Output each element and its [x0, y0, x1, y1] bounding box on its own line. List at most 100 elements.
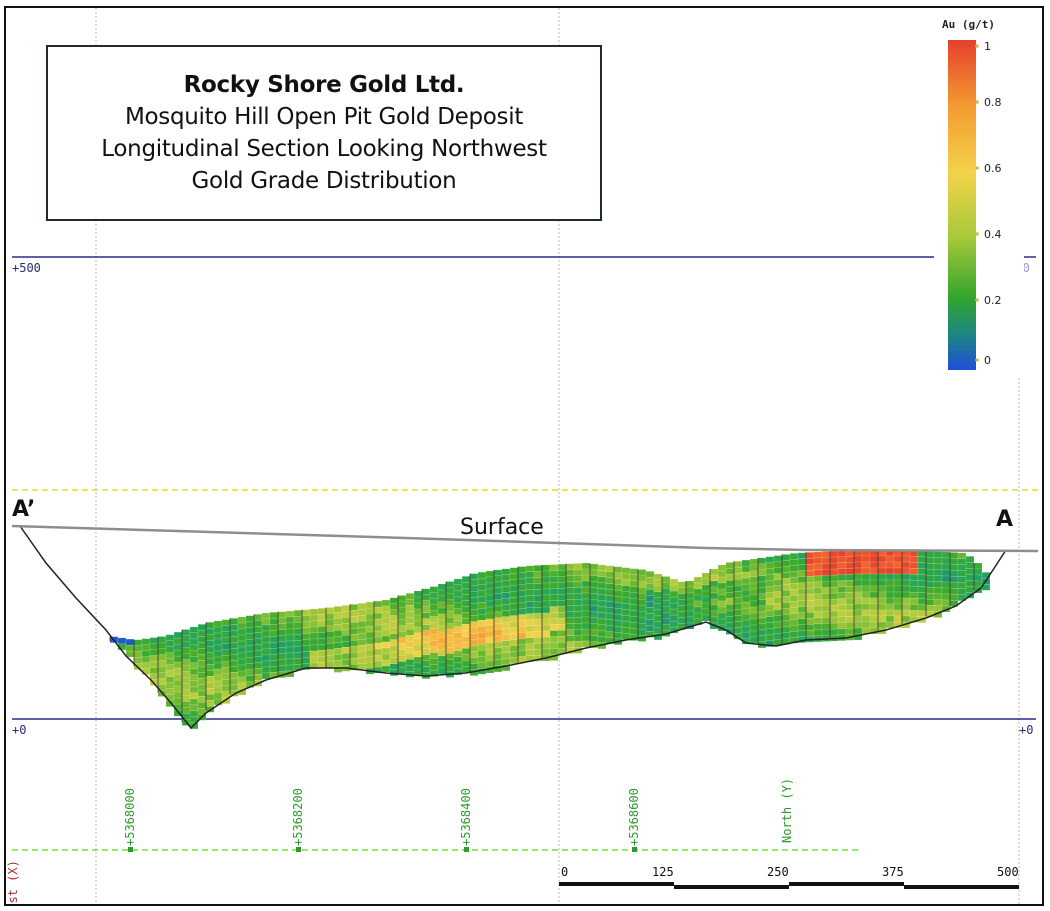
grade-block: [373, 660, 383, 668]
grade-block: [477, 578, 487, 585]
grade-block: [413, 590, 423, 598]
grade-block: [341, 647, 351, 654]
grade-block: [925, 569, 935, 576]
grade-block: [541, 642, 551, 650]
grade-block: [429, 616, 439, 623]
grade-block: [669, 578, 679, 586]
grade-block: [349, 622, 359, 629]
grade-block: [405, 599, 415, 606]
grade-block: [205, 628, 215, 635]
grade-block: [333, 612, 343, 619]
grade-block: [429, 592, 439, 599]
grade-block: [413, 626, 423, 634]
grade-block: [813, 557, 823, 565]
grade-block: [405, 605, 415, 612]
grade-block: [213, 626, 223, 634]
grade-block: [765, 622, 775, 629]
grade-block: [405, 617, 415, 624]
grade-block: [917, 556, 927, 563]
grade-block: [389, 633, 399, 640]
grade-block: [221, 661, 231, 668]
grade-block: [405, 641, 415, 648]
grade-block: [621, 573, 631, 580]
grade-block: [821, 593, 831, 600]
grade-block: [685, 598, 695, 606]
grade-block: [861, 561, 871, 569]
scale-bar-label: 0: [561, 865, 568, 879]
grade-block: [517, 566, 527, 573]
grade-block: [453, 644, 463, 652]
grade-block: [829, 592, 839, 600]
grade-block: [773, 633, 783, 640]
grade-block: [357, 609, 367, 616]
grade-block: [765, 628, 775, 635]
grade-block: [549, 630, 559, 637]
surface-label: Surface: [460, 515, 544, 540]
grade-block: [221, 643, 231, 650]
grade-block: [813, 575, 823, 583]
grade-block: [861, 573, 871, 581]
grade-block: [197, 642, 207, 649]
grade-block: [549, 618, 559, 625]
grade-block: [757, 569, 767, 577]
grade-block: [253, 614, 263, 621]
grade-block: [949, 594, 959, 601]
grade-block: [173, 691, 183, 699]
grade-block: [229, 666, 239, 673]
grade-block: [781, 560, 791, 567]
grade-block: [397, 661, 407, 668]
grade-block: [837, 568, 847, 575]
grade-block: [261, 642, 271, 650]
grade-block: [533, 643, 543, 650]
grade-block: [589, 587, 599, 595]
grade-block: [477, 608, 487, 615]
grade-block: [885, 561, 895, 569]
grade-block: [269, 630, 279, 637]
grade-block: [461, 582, 471, 589]
grade-block: [221, 631, 231, 638]
grade-block: [909, 574, 919, 581]
grade-block: [413, 602, 423, 610]
grade-block: [445, 605, 455, 612]
grade-block: [533, 577, 543, 584]
grade-block: [861, 591, 871, 599]
grade-block: [517, 602, 527, 609]
grade-block: [261, 660, 271, 668]
grade-block: [237, 622, 247, 630]
grade-block: [189, 698, 199, 706]
grade-block: [581, 580, 591, 588]
grade-block: [781, 572, 791, 579]
grade-block: [869, 561, 879, 569]
grade-block: [821, 557, 831, 564]
grade-block: [773, 567, 783, 574]
grade-block: [165, 676, 175, 683]
grade-block: [557, 594, 567, 601]
grade-block: [397, 607, 407, 614]
grade-block: [277, 659, 287, 666]
grade-block: [165, 664, 175, 671]
grade-block: [245, 621, 255, 628]
grade-block: [261, 672, 271, 680]
grade-block: [797, 612, 807, 619]
grade-block: [469, 627, 479, 634]
scale-bar-label: 500: [997, 865, 1019, 879]
grade-block: [437, 619, 447, 627]
grade-block: [581, 598, 591, 606]
grade-block: [333, 654, 343, 661]
grade-block: [797, 576, 807, 583]
grade-block: [645, 601, 655, 608]
grade-block: [301, 633, 311, 640]
grade-block: [221, 619, 231, 626]
color-legend-tick: [975, 100, 979, 104]
grade-block: [517, 644, 527, 651]
grade-block: [861, 585, 871, 593]
grade-block: [549, 576, 559, 583]
grade-block: [509, 621, 519, 628]
grade-block: [509, 573, 519, 580]
grade-block: [821, 563, 831, 570]
grade-block: [229, 684, 239, 691]
grade-block: [349, 616, 359, 623]
grade-block: [605, 577, 615, 584]
grade-block: [597, 570, 607, 578]
grade-block: [229, 672, 239, 679]
